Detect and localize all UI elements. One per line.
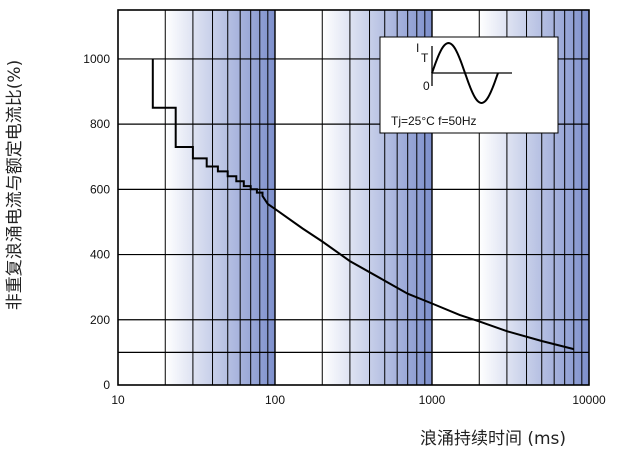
y-tick-label: 600 — [90, 182, 110, 196]
decade-band — [165, 10, 275, 385]
inset-current-label: I — [416, 41, 419, 55]
x-tick-label: 100 — [265, 393, 285, 407]
series-layer — [151, 58, 575, 351]
y-tick-label: 1000 — [83, 52, 110, 66]
x-tick-label: 10000 — [572, 393, 606, 407]
surge-curve — [151, 58, 575, 351]
inset-conditions: Tj=25°C f=50Hz — [391, 114, 477, 128]
y-tick-label: 200 — [90, 313, 110, 327]
x-tick-label: 10 — [111, 393, 125, 407]
y-tick-label: 800 — [90, 117, 110, 131]
sine-waveform — [431, 41, 499, 105]
x-tick-label: 1000 — [419, 393, 446, 407]
waveform-inset: IT 0 Tj=25°C f=50Hz — [379, 36, 559, 134]
plot-frame — [117, 9, 590, 386]
inset-zero-label: 0 — [423, 79, 430, 93]
x-axis-title: 浪涌持续时间 (ms) — [420, 429, 566, 449]
inset-current-subscript: T — [421, 51, 429, 65]
y-axis-title: 非重复浪涌电流与额定电流比(%) — [5, 60, 25, 310]
y-tick-label: 0 — [103, 378, 110, 392]
y-tick-label: 400 — [90, 248, 110, 262]
tick-labels: 0 200 400 600 800 1000 10 100 1000 10000 — [83, 52, 606, 407]
